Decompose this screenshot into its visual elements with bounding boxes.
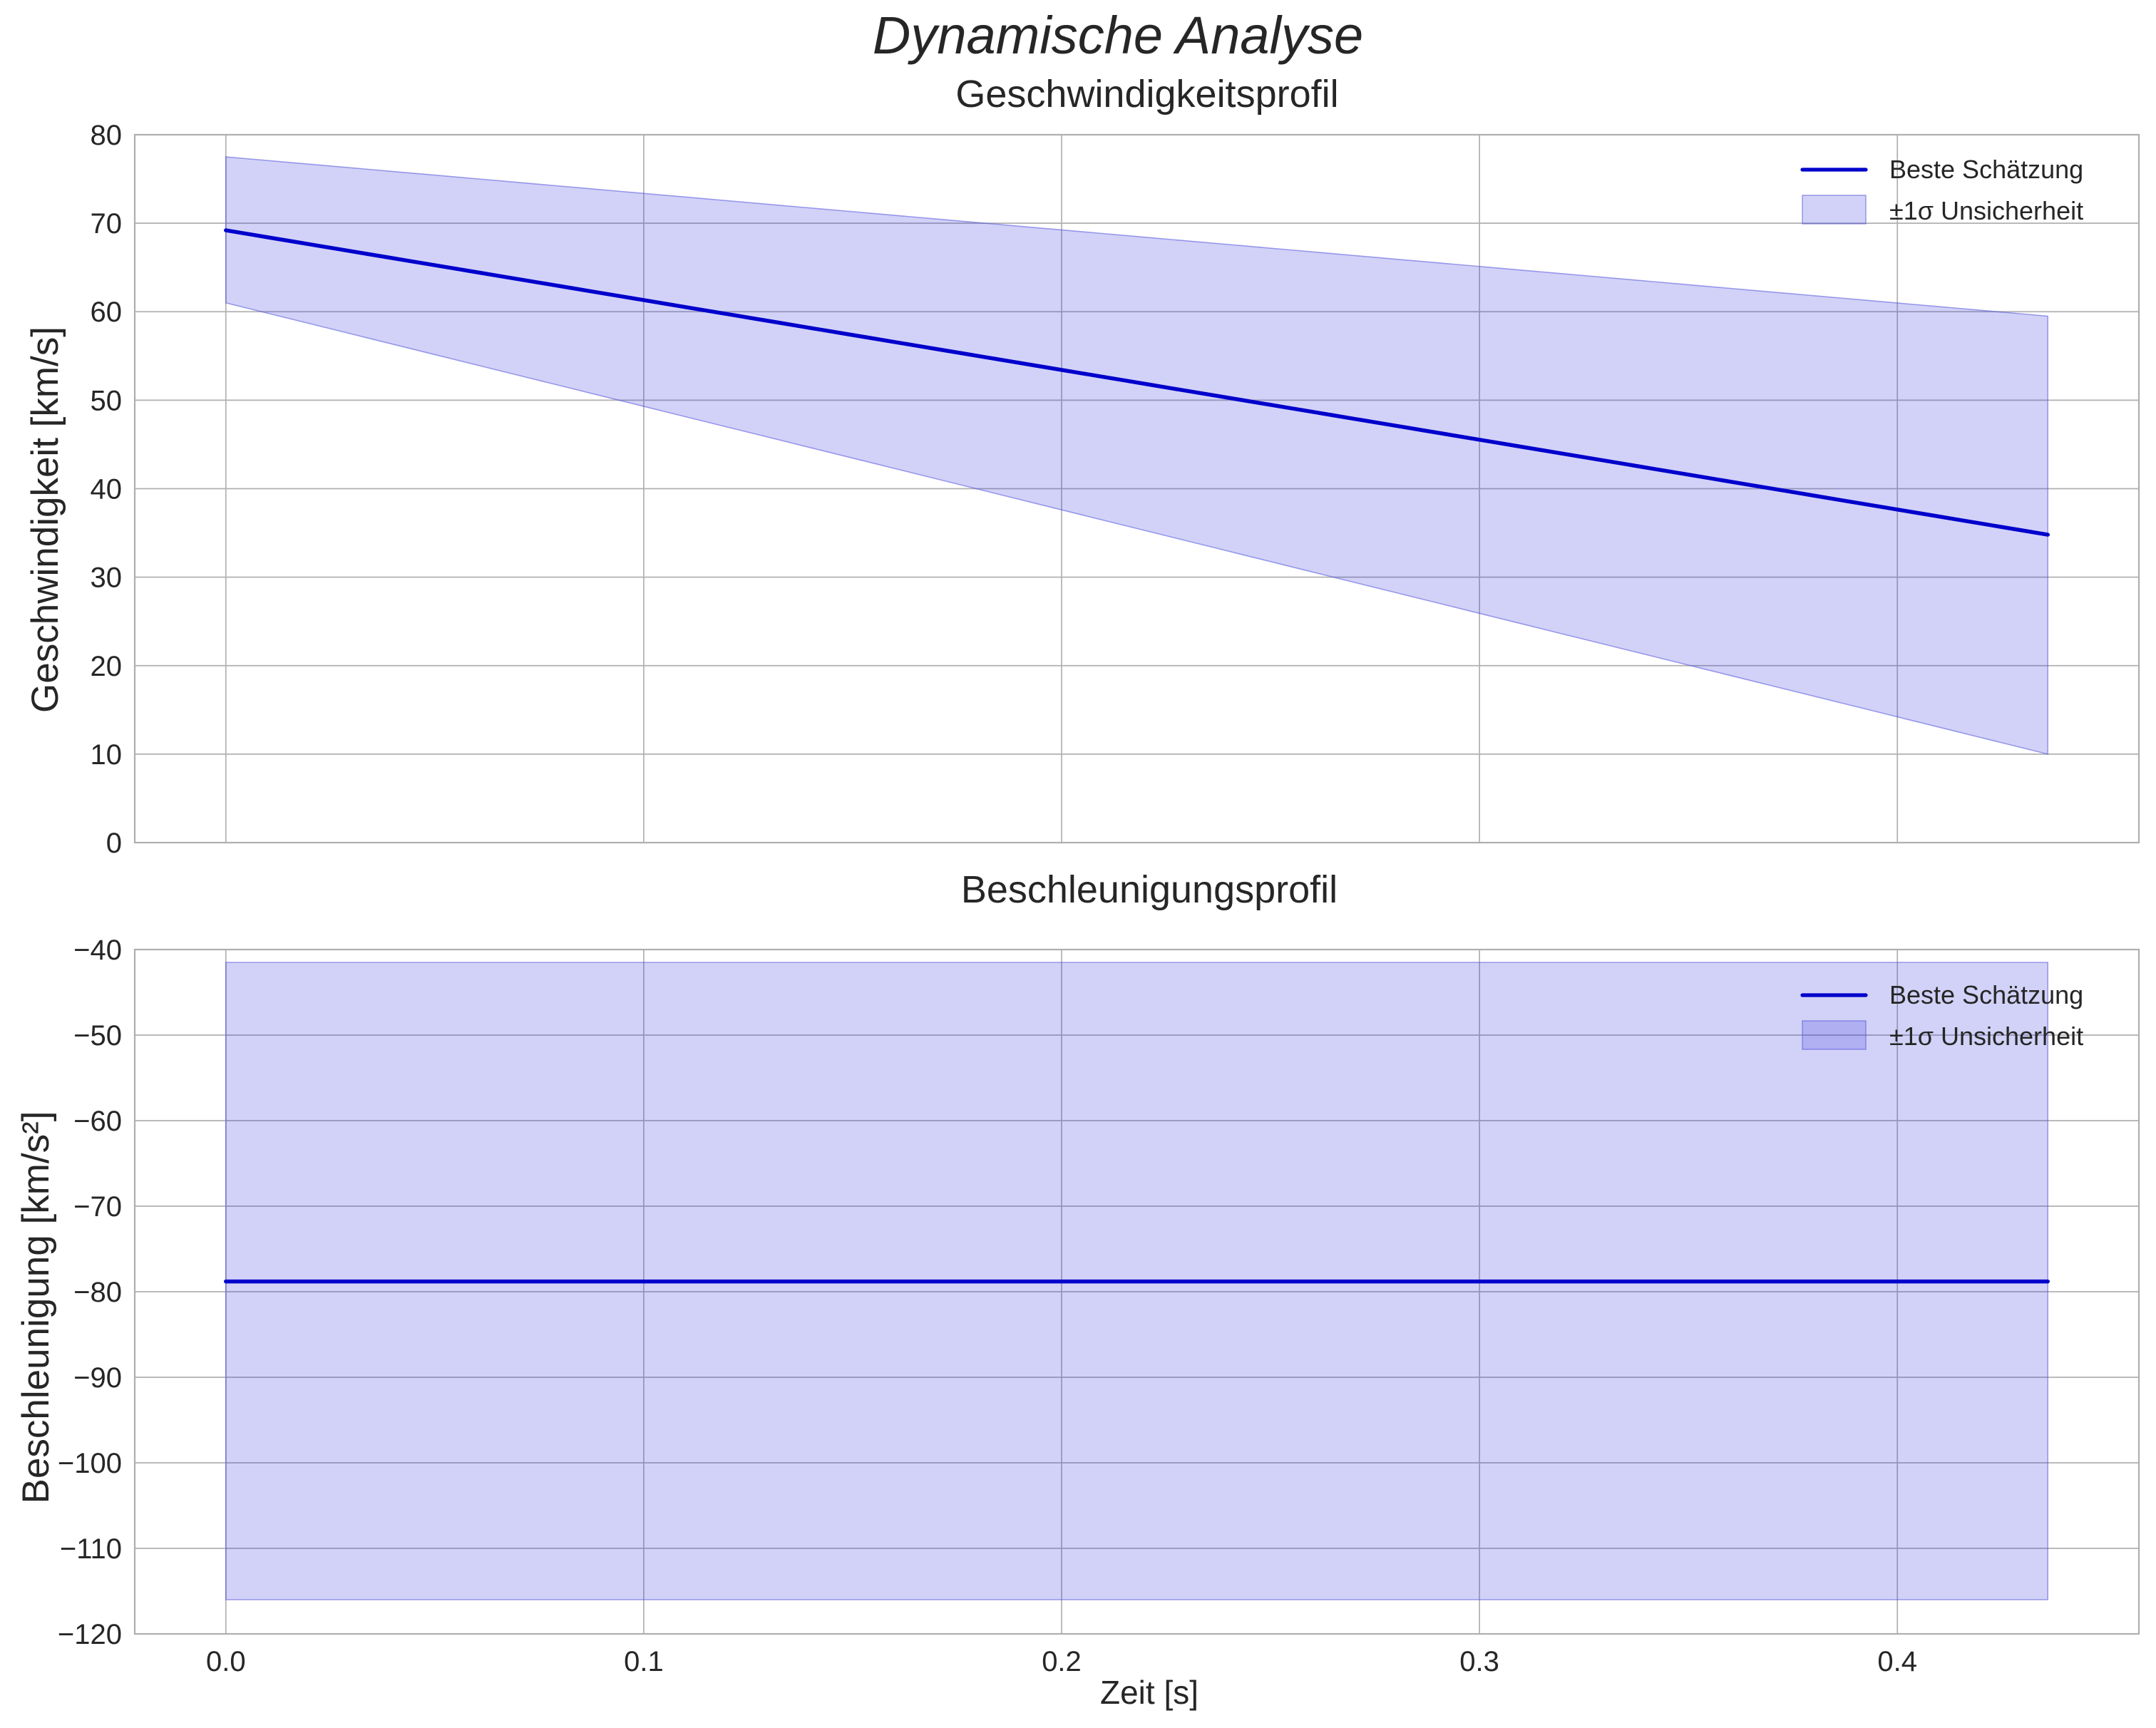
svg-text:Beschleunigung [km/s²]: Beschleunigung [km/s²] xyxy=(15,1111,57,1504)
svg-text:Beste Schätzung: Beste Schätzung xyxy=(1889,980,2083,1009)
svg-text:0.4: 0.4 xyxy=(1877,1646,1917,1677)
svg-text:Zeit [s]: Zeit [s] xyxy=(1100,1674,1198,1711)
svg-text:−90: −90 xyxy=(73,1362,122,1394)
svg-text:Dynamische Analyse: Dynamische Analyse xyxy=(873,6,1363,65)
svg-text:0.0: 0.0 xyxy=(206,1646,246,1677)
svg-text:−100: −100 xyxy=(58,1448,122,1479)
svg-text:Geschwindigkeitsprofil: Geschwindigkeitsprofil xyxy=(955,73,1338,115)
svg-text:70: 70 xyxy=(91,208,123,240)
svg-text:Beste Schätzung: Beste Schätzung xyxy=(1889,155,2083,184)
svg-text:0.3: 0.3 xyxy=(1459,1646,1499,1677)
svg-text:0.1: 0.1 xyxy=(624,1646,664,1677)
svg-text:−40: −40 xyxy=(73,935,122,966)
svg-text:−50: −50 xyxy=(73,1020,122,1051)
svg-text:Beschleunigungsprofil: Beschleunigungsprofil xyxy=(961,868,1338,911)
svg-text:80: 80 xyxy=(91,120,123,151)
svg-text:−120: −120 xyxy=(58,1619,122,1650)
svg-text:50: 50 xyxy=(91,385,123,416)
svg-text:40: 40 xyxy=(91,474,123,505)
svg-text:60: 60 xyxy=(91,297,123,328)
svg-text:20: 20 xyxy=(91,651,123,682)
svg-text:Geschwindigkeit [km/s]: Geschwindigkeit [km/s] xyxy=(24,326,66,713)
svg-text:−80: −80 xyxy=(73,1277,122,1308)
svg-text:±1σ Unsicherheit: ±1σ Unsicherheit xyxy=(1889,196,2083,225)
svg-text:0.2: 0.2 xyxy=(1042,1646,1082,1677)
svg-text:30: 30 xyxy=(91,562,123,594)
svg-text:−110: −110 xyxy=(60,1533,122,1565)
svg-text:−70: −70 xyxy=(73,1191,122,1223)
svg-text:10: 10 xyxy=(91,739,123,771)
svg-text:−60: −60 xyxy=(73,1106,122,1137)
svg-text:0: 0 xyxy=(106,828,122,859)
svg-text:±1σ Unsicherheit: ±1σ Unsicherheit xyxy=(1889,1022,2083,1051)
